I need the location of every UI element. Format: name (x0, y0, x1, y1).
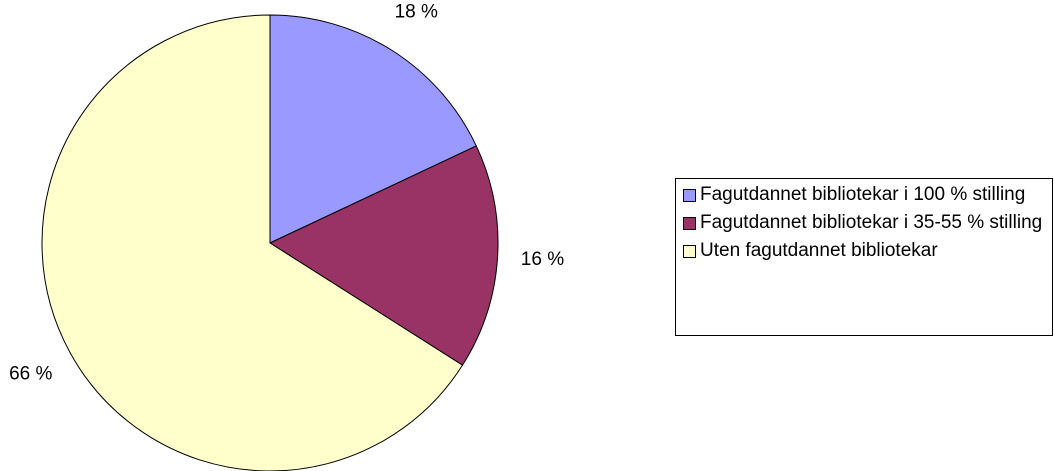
data-label: 16 % (521, 249, 564, 270)
legend-swatch (683, 245, 696, 258)
legend: Fagutdannet bibliotekar i 100 % stilling… (675, 178, 1053, 336)
data-label: 18 % (395, 2, 438, 23)
legend-entry: Fagutdannet bibliotekar i 100 % stilling (683, 181, 1046, 209)
pie-slice (268, 145, 499, 366)
legend-swatch (683, 217, 696, 230)
pie-slice (41, 14, 464, 471)
legend-swatch (683, 189, 696, 202)
data-label: 66 % (9, 364, 52, 385)
legend-entry: Uten fagutdannet bibliotekar (683, 237, 1046, 265)
legend-label: Fagutdannet bibliotekar i 100 % stilling (700, 184, 1026, 205)
legend-label: Fagutdannet bibliotekar i 35-55 % stilli… (700, 212, 1043, 233)
legend-entry: Fagutdannet bibliotekar i 35-55 % stilli… (683, 209, 1046, 237)
legend-label: Uten fagutdannet bibliotekar (700, 240, 938, 261)
pie-slice (269, 14, 477, 244)
